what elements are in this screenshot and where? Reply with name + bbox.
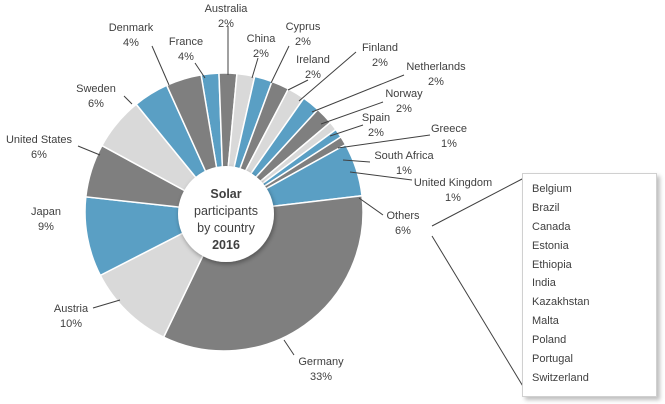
value-china: 2% xyxy=(253,48,269,60)
value-netherlands: 2% xyxy=(428,76,444,88)
label-spain: Spain xyxy=(362,112,390,124)
leader-line-netherlands xyxy=(311,74,405,113)
leader-line-south-africa xyxy=(342,159,371,163)
others-list-item: Switzerland xyxy=(532,371,589,384)
center-circle xyxy=(178,166,274,262)
leader-line-united-states xyxy=(77,145,101,156)
center-label: Solar participants by country 2016 xyxy=(178,166,274,262)
leader-line-spain xyxy=(329,124,364,137)
label-sweden: Sweden xyxy=(76,83,116,95)
leader-line-finland xyxy=(298,51,357,102)
leader-line-austria xyxy=(92,299,121,309)
leader-lines xyxy=(77,26,431,356)
label-france: France xyxy=(169,36,203,48)
value-norway: 2% xyxy=(396,103,412,115)
value-others: 6% xyxy=(395,225,411,237)
label-greece: Greece xyxy=(431,123,467,135)
value-south-africa: 1% xyxy=(396,165,412,177)
value-germany: 33% xyxy=(310,371,332,383)
center-title-line-3: by country xyxy=(197,221,255,235)
value-austria: 10% xyxy=(60,318,82,330)
label-denmark: Denmark xyxy=(109,22,154,34)
value-sweden: 6% xyxy=(88,98,104,110)
others-list-item: Belgium xyxy=(532,183,572,195)
center-title-line-2: participants xyxy=(194,204,258,218)
center-title-line-4: 2016 xyxy=(212,238,240,252)
leader-line-france xyxy=(194,62,206,79)
leader-line-norway xyxy=(320,101,384,125)
center-title-line-1: Solar xyxy=(210,187,241,201)
label-others: Others xyxy=(386,210,420,222)
value-japan: 9% xyxy=(38,221,54,233)
label-finland: Finland xyxy=(362,42,398,54)
label-china: China xyxy=(247,33,277,45)
leader-line-cyprus xyxy=(270,45,290,84)
label-united-states: United States xyxy=(6,134,73,146)
leader-line-others xyxy=(358,197,384,216)
others-country-list: Belgium Brazil Canada Estonia Ethiopia India K… xyxy=(523,174,656,388)
leader-line-ireland xyxy=(287,79,309,91)
label-south-africa: South Africa xyxy=(374,150,434,162)
label-ireland: Ireland xyxy=(296,54,330,66)
others-list-item: Canada xyxy=(532,220,571,233)
leader-line-greece xyxy=(337,134,431,149)
others-breakdown-box: Belgium Brazil Canada Estonia Ethiopia India K… xyxy=(522,173,657,397)
label-australia: Australia xyxy=(205,3,249,15)
others-list-item: Estonia xyxy=(532,239,569,252)
value-denmark: 4% xyxy=(123,37,139,49)
others-list-item: Ethiopia xyxy=(532,258,572,271)
leader-line-united-kingdom xyxy=(349,171,413,181)
leader-line-germany xyxy=(283,339,295,356)
label-germany: Germany xyxy=(298,356,344,368)
value-greece: 1% xyxy=(441,138,457,150)
leader-line-china xyxy=(251,57,259,79)
value-ireland: 2% xyxy=(305,69,321,81)
label-austria: Austria xyxy=(54,303,89,315)
others-list-item: Malta xyxy=(532,315,559,328)
value-finland: 2% xyxy=(372,57,388,69)
leader-line-sweden xyxy=(123,95,133,105)
others-list-item: Kazakhstan xyxy=(532,296,590,309)
others-list-item: India xyxy=(532,277,556,290)
others-list-item: Portugal xyxy=(532,353,573,366)
value-australia: 2% xyxy=(218,18,234,30)
value-cyprus: 2% xyxy=(295,36,311,48)
others-list-item: Brazil xyxy=(532,201,560,214)
others-connectors xyxy=(431,177,525,389)
slice-labels: Australia 2% China 2% Cyprus 2% Ireland 2% Finla… xyxy=(6,3,492,383)
value-united-states: 6% xyxy=(31,149,47,161)
label-norway: Norway xyxy=(385,88,423,100)
label-cyprus: Cyprus xyxy=(286,21,321,33)
others-list-item: Poland xyxy=(532,334,567,347)
label-japan: Japan xyxy=(31,206,61,218)
label-united-kingdom: United Kingdom xyxy=(414,177,492,189)
value-united-kingdom: 1% xyxy=(445,192,461,204)
value-france: 4% xyxy=(178,51,194,63)
value-spain: 2% xyxy=(368,127,384,139)
leader-line-denmark xyxy=(151,45,170,86)
label-netherlands: Netherlands xyxy=(406,61,466,73)
